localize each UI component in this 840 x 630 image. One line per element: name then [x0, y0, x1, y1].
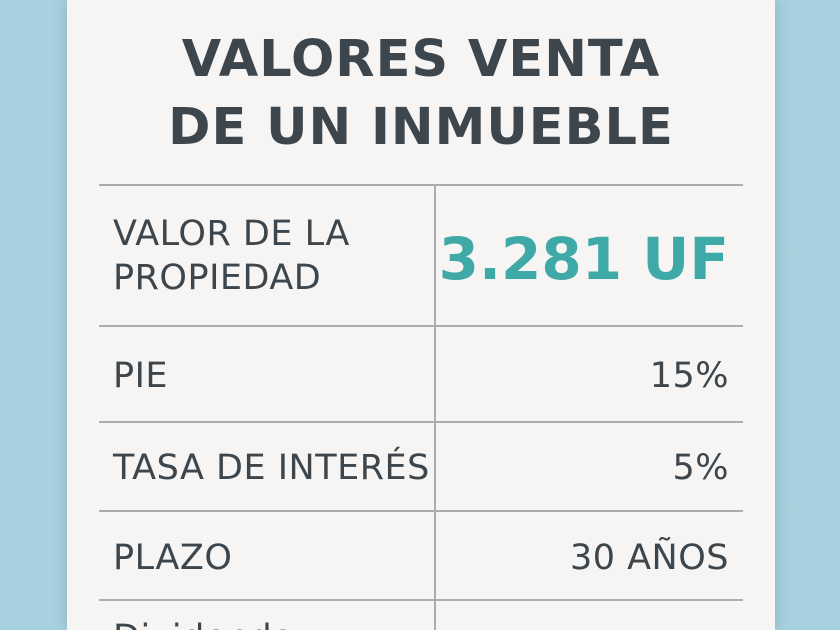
info-card: VALORES VENTA DE UN INMUEBLE VALOR DE LA… — [67, 0, 775, 630]
table-rule — [99, 421, 743, 423]
row-value-interest-rate: 5% — [672, 448, 729, 488]
row-label-line-1: VALOR DE LA — [113, 214, 350, 254]
row-label-pie: PIE — [113, 356, 169, 396]
row-label-term: PLAZO — [113, 538, 233, 578]
row-label-property-value: VALOR DE LA PROPIEDAD — [113, 212, 350, 300]
row-label-line-2: PROPIEDAD — [113, 258, 322, 298]
row-value-pie: 15% — [649, 356, 729, 396]
table-column-divider — [434, 184, 436, 630]
row-label-interest-rate: TASA DE INTERÉS — [113, 448, 430, 488]
title-line-1: VALORES VENTA — [181, 30, 661, 89]
table-rule — [99, 510, 743, 512]
table-rule — [99, 599, 743, 601]
page-title: VALORES VENTA DE UN INMUEBLE — [67, 26, 775, 162]
row-value-term: 30 AÑOS — [569, 538, 729, 578]
title-line-2: DE UN INMUEBLE — [168, 98, 674, 157]
row-value-property-value: 3.281 UF — [438, 225, 729, 293]
row-label-dividend: Dividendo — [113, 616, 294, 630]
table-rule-top — [99, 184, 743, 186]
table-rule — [99, 325, 743, 327]
